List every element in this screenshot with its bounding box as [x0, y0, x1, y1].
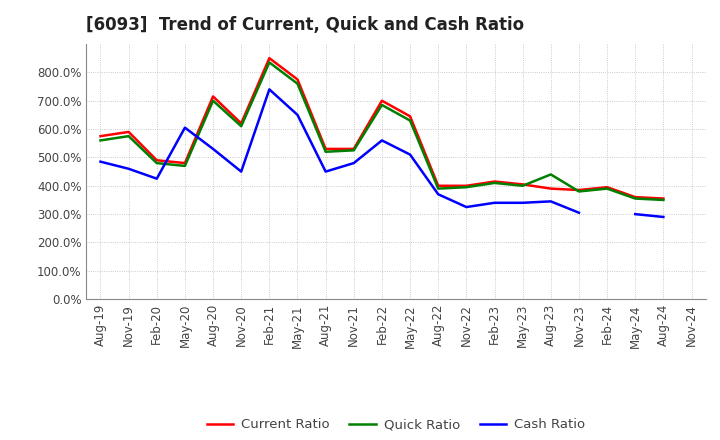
Current Ratio: [209, 94, 217, 99]
Quick Ratio: [96, 138, 105, 143]
Cash Ratio: [631, 212, 639, 217]
Current Ratio: [546, 186, 555, 191]
Cash Ratio: [125, 166, 133, 172]
Line: Current Ratio: Current Ratio: [101, 58, 663, 198]
Quick Ratio: [265, 60, 274, 65]
Cash Ratio: [237, 169, 246, 174]
Quick Ratio: [462, 184, 471, 190]
Current Ratio: [518, 182, 527, 187]
Cash Ratio: [181, 125, 189, 130]
Current Ratio: [377, 98, 386, 103]
Current Ratio: [96, 133, 105, 139]
Cash Ratio: [265, 87, 274, 92]
Quick Ratio: [575, 189, 583, 194]
Current Ratio: [490, 179, 499, 184]
Quick Ratio: [406, 118, 415, 123]
Text: [6093]  Trend of Current, Quick and Cash Ratio: [6093] Trend of Current, Quick and Cash …: [86, 16, 525, 34]
Quick Ratio: [153, 161, 161, 166]
Quick Ratio: [490, 180, 499, 186]
Quick Ratio: [293, 81, 302, 86]
Cash Ratio: [659, 214, 667, 220]
Cash Ratio: [349, 161, 358, 166]
Line: Quick Ratio: Quick Ratio: [101, 62, 663, 200]
Quick Ratio: [321, 149, 330, 154]
Legend: Current Ratio, Quick Ratio, Cash Ratio: Current Ratio, Quick Ratio, Cash Ratio: [202, 413, 590, 436]
Current Ratio: [349, 146, 358, 151]
Quick Ratio: [518, 183, 527, 188]
Cash Ratio: [490, 200, 499, 205]
Quick Ratio: [209, 98, 217, 103]
Cash Ratio: [321, 169, 330, 174]
Cash Ratio: [575, 210, 583, 215]
Current Ratio: [406, 114, 415, 119]
Quick Ratio: [631, 196, 639, 201]
Cash Ratio: [518, 200, 527, 205]
Cash Ratio: [462, 205, 471, 210]
Cash Ratio: [153, 176, 161, 181]
Current Ratio: [321, 146, 330, 151]
Current Ratio: [603, 184, 611, 190]
Current Ratio: [631, 194, 639, 200]
Current Ratio: [237, 121, 246, 126]
Quick Ratio: [546, 172, 555, 177]
Cash Ratio: [434, 192, 443, 197]
Current Ratio: [659, 196, 667, 201]
Cash Ratio: [546, 199, 555, 204]
Quick Ratio: [434, 186, 443, 191]
Current Ratio: [265, 55, 274, 61]
Cash Ratio: [377, 138, 386, 143]
Current Ratio: [462, 183, 471, 188]
Current Ratio: [153, 158, 161, 163]
Quick Ratio: [659, 197, 667, 202]
Quick Ratio: [181, 163, 189, 169]
Cash Ratio: [96, 159, 105, 164]
Line: Cash Ratio: Cash Ratio: [101, 89, 663, 217]
Current Ratio: [293, 77, 302, 82]
Cash Ratio: [406, 152, 415, 157]
Quick Ratio: [237, 124, 246, 129]
Cash Ratio: [293, 112, 302, 117]
Current Ratio: [125, 129, 133, 135]
Current Ratio: [181, 161, 189, 166]
Quick Ratio: [603, 186, 611, 191]
Quick Ratio: [349, 148, 358, 153]
Cash Ratio: [209, 146, 217, 151]
Quick Ratio: [377, 103, 386, 108]
Quick Ratio: [125, 133, 133, 139]
Current Ratio: [434, 183, 443, 188]
Current Ratio: [575, 187, 583, 193]
